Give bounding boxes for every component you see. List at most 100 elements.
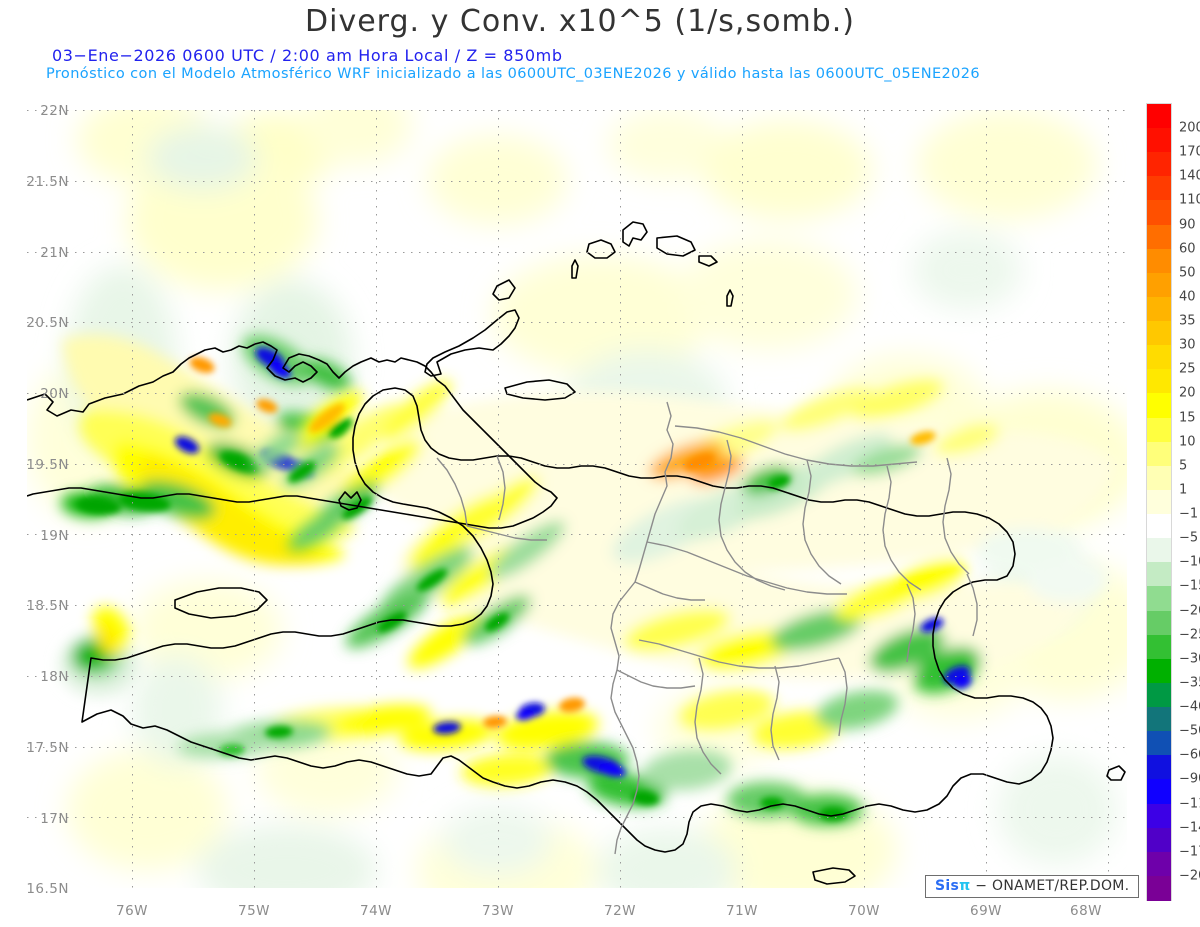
gridline-lat-20N [27, 393, 1127, 394]
colorbar-band [1147, 345, 1171, 370]
gridline-lat-21N [27, 251, 1127, 253]
ytick-label: 18.5N [26, 598, 69, 614]
colorbar-tick-label: −20 [1179, 603, 1200, 619]
colorbar-tick-label: −5 [1179, 530, 1199, 546]
colorbar-band [1147, 321, 1171, 346]
hispaniola-shading [177, 380, 1117, 826]
model-info-subtitle: Pronóstico con el Modelo Atmosférico WRF… [46, 66, 981, 82]
colorbar-tick-label: 20 [1179, 385, 1196, 401]
colorbar-tick-label: −35 [1179, 675, 1200, 691]
gridline-lat-17.5N [27, 746, 1127, 748]
gridline-lat-19N [27, 534, 1127, 536]
ytick-label: 22N [40, 103, 69, 119]
colorbar-band [1147, 104, 1171, 129]
colorbar-tick-label: 60 [1179, 241, 1196, 257]
gridline-lon-70W [864, 110, 865, 888]
page-title: Diverg. y Conv. x10^5 (1/s,somb.) [305, 4, 855, 39]
colorbar-band [1147, 827, 1171, 853]
colorbar-tick-label: −15 [1179, 578, 1200, 594]
colorbar: 200 170 140 110 90 60 50 40 35 30 25 20 15 10 5 1 −1 −5 −1… [1146, 103, 1200, 901]
colorbar-tick-label: 15 [1179, 410, 1196, 426]
administrative-borders [436, 401, 978, 855]
xtick-label: 74W [359, 903, 393, 919]
colorbar-band [1147, 682, 1171, 708]
colorbar-band [1147, 707, 1171, 732]
colorbar-tick-label: −90 [1179, 771, 1200, 787]
map-svg [27, 110, 1127, 888]
ytick-label: 21N [40, 245, 69, 261]
colorbar-tick-label: 40 [1179, 289, 1196, 305]
colorbar-band [1147, 851, 1171, 877]
colorbar-band [1147, 128, 1171, 153]
ytick-label: 20N [40, 386, 69, 402]
colorbar-tick-label: 10 [1179, 434, 1196, 450]
logo-pi-icon: π [959, 878, 971, 894]
colorbar-band [1147, 152, 1171, 177]
xtick-label: 71W [725, 903, 759, 919]
gridline-lat-17N [27, 817, 1127, 819]
colorbar-band [1147, 514, 1171, 539]
colorbar-tick-label: 1 [1179, 482, 1188, 498]
colorbar-band [1147, 634, 1171, 660]
jamaica-shading [59, 606, 139, 697]
colorbar-band [1147, 562, 1171, 588]
xtick-label: 73W [481, 903, 515, 919]
colorbar-band [1147, 272, 1171, 298]
colorbar-tick-label: 50 [1179, 265, 1196, 281]
gridline-lon-75W [254, 110, 255, 888]
colorbar-band [1147, 465, 1171, 491]
ytick-label: 21.5N [26, 174, 69, 190]
colorbar-tick-label: −110 [1179, 796, 1200, 811]
colorbar-band [1147, 248, 1171, 274]
colorbar-tick-label: −40 [1179, 699, 1200, 715]
colorbar-tick-label: 35 [1179, 313, 1196, 329]
xtick-label: 75W [237, 903, 271, 919]
colorbar-tick-label: −140 [1179, 820, 1200, 836]
gridline-lat-18.5N [27, 605, 1127, 607]
gridline-lat-20.5N [27, 322, 1127, 324]
colorbar-band [1147, 538, 1171, 563]
colorbar-tick-label: 90 [1179, 217, 1196, 233]
gridline-lon-76W [132, 110, 133, 888]
ytick-label: 18N [40, 669, 69, 685]
ytick-label: 20.5N [26, 315, 69, 331]
colorbar-band [1147, 369, 1171, 395]
gridline-lat-22N [27, 110, 1127, 111]
gridline-lon-69W [986, 110, 987, 888]
ytick-label: 17.5N [26, 740, 69, 756]
colorbar-tick-label: −170 [1179, 844, 1200, 860]
xtick-label: 76W [115, 903, 149, 919]
colorbar-band [1147, 586, 1171, 612]
forecast-time-subtitle: 03−Ene−2026 0600 UTC / 2:00 am Hora Loca… [52, 46, 563, 65]
colorbar-tick-label: 140 [1179, 168, 1200, 184]
coastlines [27, 221, 1126, 885]
colorbar-tick-label: −50 [1179, 723, 1200, 739]
colorbar-tick-label: 200 [1179, 120, 1200, 136]
colorbar-tick-label: 5 [1179, 458, 1188, 474]
gridline-lon-72W [620, 110, 621, 888]
colorbar-tick-label: −10 [1179, 554, 1200, 570]
gridline-lat-21.5N [27, 180, 1127, 182]
gridline-lat-18N [27, 675, 1127, 677]
colorbar-tick-label: −30 [1179, 651, 1200, 667]
colorbar-tick-label: 110 [1179, 192, 1200, 208]
colorbar-band [1147, 176, 1171, 202]
colorbar-tick-label: −60 [1179, 747, 1200, 763]
colorbar-tick-label: 170 [1179, 144, 1200, 160]
colorbar-band [1147, 393, 1171, 419]
colorbar-band [1147, 731, 1171, 756]
ytick-label: 16.5N [26, 881, 69, 897]
map-plot-area [27, 110, 1127, 888]
colorbar-tick-label: −200 [1179, 868, 1200, 884]
colorbar-tick-label: 25 [1179, 361, 1196, 377]
gridline-lon-68W [1108, 110, 1109, 888]
colorbar-band [1147, 417, 1171, 443]
xtick-label: 69W [969, 903, 1003, 919]
colorbar-tick-label: −25 [1179, 627, 1200, 643]
colorbar-band [1147, 610, 1171, 636]
colorbar-tick-label: 30 [1179, 337, 1196, 353]
attribution-logo: Sisπ − ONAMET/REP.DOM. [925, 875, 1140, 898]
gridline-lon-74W [376, 110, 377, 888]
colorbar-band [1147, 755, 1171, 780]
colorbar-tick-label: −1 [1179, 506, 1199, 522]
